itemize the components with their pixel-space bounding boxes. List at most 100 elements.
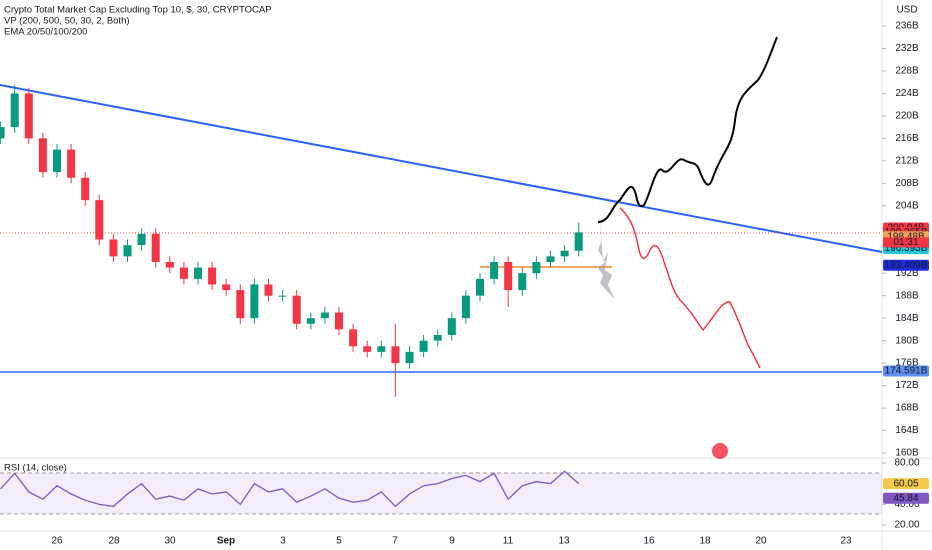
x-tick-label: Sep (217, 536, 235, 547)
rsi-tick-label: 80.00 (894, 458, 919, 469)
candle-body (250, 284, 259, 319)
y-tick-label: 164B (895, 425, 919, 436)
candle-body (306, 318, 315, 324)
candle-body (391, 346, 400, 364)
candle-body (109, 239, 118, 257)
x-tick-label: 16 (643, 536, 655, 547)
y-tick-label: 168B (895, 403, 919, 414)
candle-body (264, 284, 273, 296)
event-flag (712, 443, 728, 459)
candle-body (179, 267, 188, 279)
y-tick-label: 220B (895, 111, 919, 122)
candle-body (165, 261, 174, 268)
candle-body (377, 346, 386, 352)
candle-body (532, 261, 541, 274)
y-tick-label: 180B (895, 335, 919, 346)
candle-body (95, 200, 104, 240)
candle-body (419, 340, 428, 352)
y-tick-label: 176B (895, 358, 919, 369)
price-tag-label: 198.48B (887, 231, 925, 242)
indicator-label: VP (200, 500, 50, 30, 2, Both) (4, 16, 130, 27)
price-tag (883, 365, 929, 377)
x-tick-label: 13 (558, 536, 570, 547)
x-tick-label: 28 (108, 536, 120, 547)
rsi-tag-label: 45.84 (893, 493, 918, 504)
y-tick-label: 172B (895, 380, 919, 391)
candle-body (194, 267, 202, 279)
x-tick-label: 7 (392, 536, 398, 547)
bullish-projection (597, 36, 778, 223)
rsi-band (0, 473, 882, 514)
x-tick-label: 5 (336, 536, 342, 547)
rsi-tick-label: 20.00 (894, 520, 919, 531)
volume-profile (598, 220, 615, 300)
price-tag (883, 259, 929, 271)
x-tick-label: 23 (840, 536, 852, 547)
candle-body (137, 233, 146, 246)
candle-body (0, 127, 5, 139)
candle-body (461, 295, 470, 319)
y-tick-label: 192B (895, 268, 919, 279)
y-tick-label: 184B (895, 313, 919, 324)
price-tag-label: 196.393B (885, 243, 928, 254)
y-tick-label: 228B (895, 66, 919, 77)
currency: USD (896, 5, 917, 16)
candle-body (490, 261, 499, 279)
y-tick-label: 236B (895, 21, 919, 32)
candle-body (81, 177, 90, 201)
candle-body (151, 233, 160, 262)
y-tick-label: 208B (895, 178, 919, 189)
rsi-tag (883, 478, 929, 490)
price-tag-label: 193.409B (885, 260, 928, 271)
y-tick-label: 212B (895, 155, 919, 166)
candle-body (53, 149, 61, 173)
x-tick-label: 30 (164, 536, 176, 547)
candle-body (67, 149, 76, 178)
candle-body (24, 93, 33, 139)
y-tick-label: 224B (895, 88, 919, 99)
candle-body (222, 284, 231, 291)
candle-body (320, 312, 329, 319)
y-tick-label: 204B (895, 200, 919, 211)
x-tick-label: 3 (280, 536, 286, 547)
y-tick-label: 188B (895, 290, 919, 301)
candle-body (236, 290, 245, 319)
candle-body (38, 138, 47, 173)
candle-body (574, 232, 583, 251)
rsi-tag-label: 60.05 (893, 478, 918, 489)
bearish-projection (619, 207, 761, 369)
candle-body (405, 351, 414, 364)
candle-body (278, 295, 287, 297)
candle-body (560, 250, 569, 257)
price-tag-label: 174.591B (885, 366, 928, 377)
x-tick-label: 26 (51, 536, 63, 547)
x-tick-label: 11 (503, 536, 514, 547)
rsi-label: RSI (14, close) (4, 463, 67, 474)
rsi-tick-label: 40.00 (894, 499, 919, 510)
rsi-line (0, 470, 580, 508)
trendline (0, 84, 883, 253)
candle-body (208, 267, 217, 285)
candle-body (123, 245, 132, 257)
indicator-label: EMA 20/50/100/200 (4, 27, 87, 38)
candle-body (433, 335, 442, 341)
candle-body (292, 295, 301, 324)
candle-body (363, 346, 372, 352)
candle-body (518, 273, 527, 291)
rsi-tag (883, 492, 929, 504)
candle-body (447, 318, 456, 336)
candle-body (335, 312, 343, 330)
x-tick-label: 9 (449, 536, 455, 547)
candle-body (10, 93, 19, 128)
y-tick-label: 160B (895, 448, 919, 459)
chart-title: Crypto Total Market Cap Excluding Top 10… (4, 5, 272, 16)
countdown: 01:31 (893, 237, 918, 248)
x-tick-label: 18 (699, 536, 711, 547)
y-tick-label: 232B (895, 43, 919, 54)
countdown-tag (883, 237, 929, 248)
candle-body (476, 278, 484, 296)
candle-body (504, 261, 513, 291)
candle-body (349, 329, 358, 347)
